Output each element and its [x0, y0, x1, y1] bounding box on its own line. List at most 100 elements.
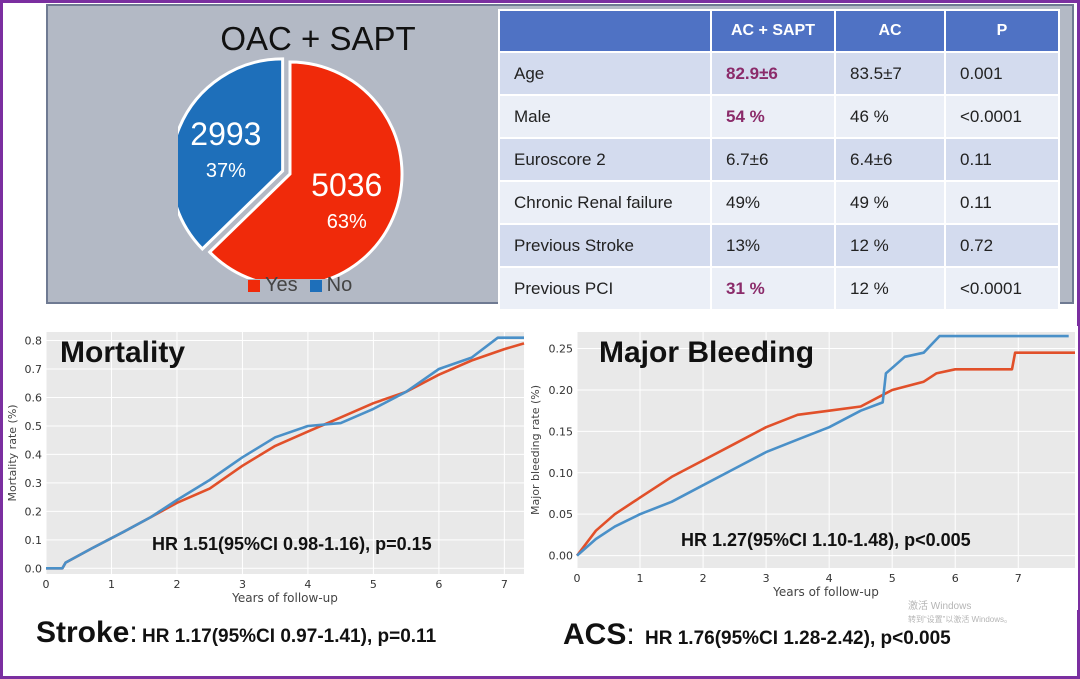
mortality-chart: 0 1 2 3 4 5 6 7 0.0 0.1 0.2 0.3 0.4 0.5 0.6 0.7 0.8 Years…	[4, 326, 526, 610]
x-tick-label: 7	[1015, 572, 1022, 585]
pie-legend: Yes No	[248, 274, 352, 297]
row-label: Euroscore 2	[498, 137, 712, 182]
cell-p: 0.72	[944, 223, 1060, 268]
major-bleeding-chart: 0 1 2 3 4 5 6 7 0.00 0.05 0.10 0.15 0.20 0.25 Years of…	[527, 326, 1078, 610]
cell-ac: 6.4±6	[834, 137, 946, 182]
windows-watermark: 激活 Windows 转到“设置”以激活 Windows。	[908, 600, 1012, 626]
y-tick-label: 0.00	[549, 550, 574, 563]
y-tick-label: 0.25	[549, 343, 574, 356]
x-tick-label: 4	[304, 578, 311, 591]
stroke-hr-text: HR 1.17(95%CI 0.97-1.41), p=0.11	[142, 626, 437, 647]
cell-p: <0.0001	[944, 266, 1060, 311]
row-label: Age	[498, 51, 712, 96]
legend-swatch-yes	[248, 279, 260, 292]
table-row: Age 82.9±6 83.5±7 0.001	[498, 51, 1060, 96]
acs-title: ACS:	[563, 618, 635, 652]
hr-annotation: HR 1.51(95%CI 0.98-1.16), p=0.15	[152, 534, 432, 554]
table-row: Previous PCI 31 % 12 % <0.0001	[498, 266, 1060, 311]
cell-ac: 12 %	[834, 266, 946, 311]
cell-ac: 49 %	[834, 180, 946, 225]
series-line-oac-sapt	[575, 351, 1075, 557]
row-label: Previous Stroke	[498, 223, 712, 268]
y-tick-label: 0.2	[25, 505, 43, 518]
x-tick-label: 2	[173, 578, 180, 591]
y-tick-label: 0.10	[549, 467, 574, 480]
pie-chart: 5036 63% 2993 37%	[178, 57, 404, 279]
pie-pct-no: 37%	[206, 160, 246, 182]
x-tick-label: 4	[826, 572, 833, 585]
pie-slice-no	[178, 57, 285, 252]
header-ac-sapt: AC + SAPT	[710, 9, 836, 53]
x-tick-label: 5	[370, 578, 377, 591]
legend-item-no: No	[309, 274, 352, 297]
table-row: Euroscore 2 6.7±6 6.4±6 0.11	[498, 137, 1060, 182]
series-line-ac	[576, 334, 1069, 557]
pie-value-yes: 5036	[311, 167, 382, 203]
cell-p: <0.0001	[944, 94, 1060, 139]
cell-ac: 83.5±7	[834, 51, 946, 96]
header-ac: AC	[834, 9, 946, 53]
chart-title: Major Bleeding	[599, 336, 814, 369]
x-axis-label: Years of follow-up	[772, 585, 879, 599]
pie-title: OAC + SAPT	[220, 20, 416, 57]
acs-hr-text: HR 1.76(95%CI 1.28-2.42), p<0.005	[645, 628, 951, 649]
y-tick-label: 0.0	[25, 562, 43, 575]
cell-ac-sapt: 31 %	[710, 266, 836, 311]
acs-label-text: ACS	[563, 618, 627, 651]
x-tick-label: 6	[435, 578, 442, 591]
legend-swatch-no	[309, 279, 322, 292]
table-row: Male 54 % 46 % <0.0001	[498, 94, 1060, 139]
x-tick-label: 5	[889, 572, 896, 585]
x-tick-label: 1	[637, 572, 644, 585]
acs-colon: :	[626, 618, 635, 651]
y-axis-label: Major bleeding rate (%)	[529, 385, 542, 515]
x-tick-label: 3	[239, 578, 246, 591]
x-tick-label: 6	[952, 572, 959, 585]
cell-ac-sapt: 13%	[710, 223, 836, 268]
stroke-colon: :	[129, 616, 138, 649]
y-tick-label: 0.15	[549, 425, 574, 438]
watermark-line-1: 激活 Windows	[908, 601, 972, 612]
legend-label-yes: Yes	[265, 274, 298, 296]
pie-slice-yes	[207, 60, 404, 279]
x-axis-label: Years of follow-up	[231, 591, 338, 605]
row-label: Previous PCI	[498, 266, 712, 311]
y-tick-label: 0.1	[25, 534, 43, 547]
plot-area	[577, 332, 1075, 568]
cell-ac: 46 %	[834, 94, 946, 139]
x-tick-label: 7	[501, 578, 508, 591]
stroke-label-text: Stroke	[36, 616, 130, 649]
y-tick-label: 0.6	[25, 391, 43, 404]
cell-p: 0.11	[944, 137, 1060, 182]
y-tick-label: 0.3	[25, 477, 43, 490]
x-tick-label: 3	[763, 572, 770, 585]
y-tick-label: 0.20	[549, 384, 574, 397]
y-axis-label: Mortality rate (%)	[6, 404, 19, 501]
cell-ac-sapt: 82.9±6	[710, 51, 836, 96]
hr-annotation: HR 1.27(95%CI 1.10-1.48), p<0.005	[681, 530, 971, 550]
row-label: Male	[498, 94, 712, 139]
header-p: P	[944, 9, 1060, 53]
x-tick-label: 0	[574, 572, 581, 585]
cell-ac-sapt: 6.7±6	[710, 137, 836, 182]
cell-p: 0.11	[944, 180, 1060, 225]
table-header-row: AC + SAPT AC P	[498, 9, 1060, 53]
y-tick-label: 0.5	[25, 420, 43, 433]
x-tick-label: 2	[700, 572, 707, 585]
pie-value-no: 2993	[190, 116, 261, 152]
row-label: Chronic Renal failure	[498, 180, 712, 225]
comparison-table: AC + SAPT AC P Age 82.9±6 83.5±7 0.001 M…	[498, 9, 1060, 311]
table-row: Previous Stroke 13% 12 % 0.72	[498, 223, 1060, 268]
table-row: Chronic Renal failure 49% 49 % 0.11	[498, 180, 1060, 225]
cell-ac: 12 %	[834, 223, 946, 268]
pie-pct-yes: 63%	[327, 211, 367, 233]
cell-ac-sapt: 54 %	[710, 94, 836, 139]
y-tick-label: 0.05	[549, 508, 574, 521]
x-tick-label: 1	[108, 578, 115, 591]
chart-title: Mortality	[60, 336, 185, 369]
watermark-line-2: 转到“设置”以激活 Windows。	[908, 615, 1013, 624]
y-tick-label: 0.8	[25, 335, 43, 348]
x-tick-label: 0	[43, 578, 50, 591]
header-blank	[498, 9, 712, 53]
